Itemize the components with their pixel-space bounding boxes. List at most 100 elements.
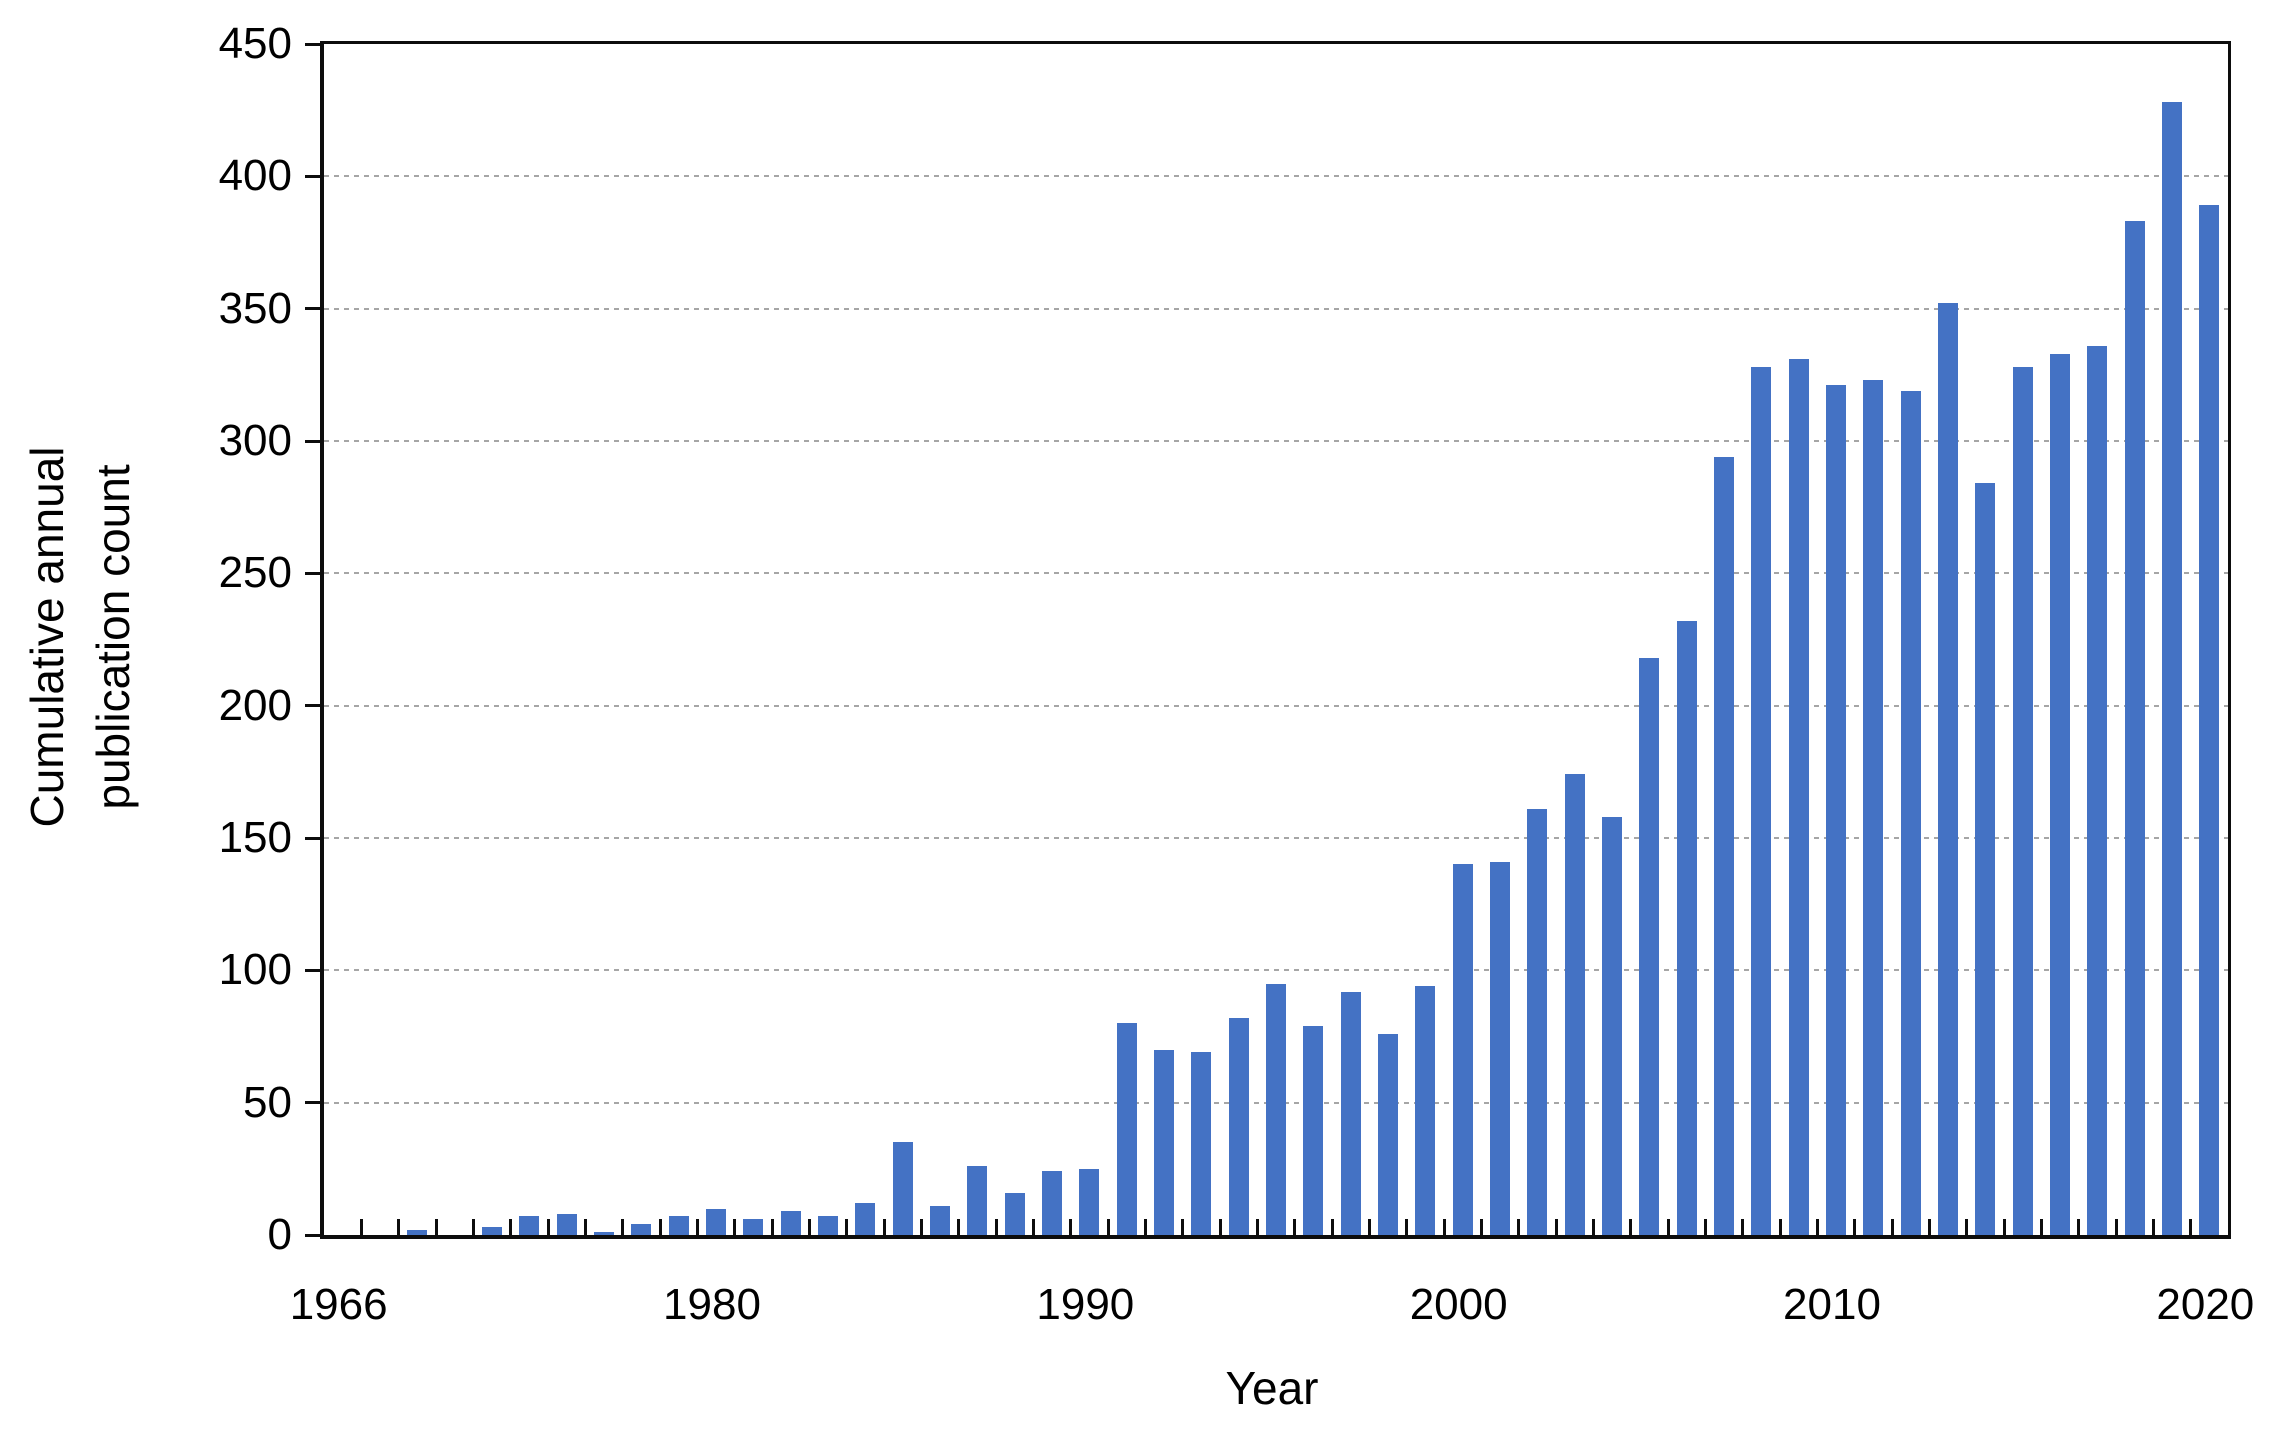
y-axis-tick-150 [305,836,320,840]
y-tick-label-250: 250 [218,548,292,598]
x-axis-tick [1442,1219,1446,1235]
bar-2003 [1564,774,1585,1235]
bar-1989 [1042,1171,1062,1235]
y-axis-title-line-2: publication count [87,464,139,810]
x-axis-tick [1405,1219,1409,1235]
x-axis-tick [1853,1219,1857,1235]
bar-2019 [2162,102,2182,1235]
y-tick-label-400: 400 [218,151,292,201]
bar-1992 [1154,1050,1174,1235]
bar-1973 [482,1227,502,1235]
bar-2011 [1863,380,1884,1235]
x-axis-tick [2002,1219,2006,1235]
x-axis-tick [2151,1219,2155,1235]
bar-1981 [743,1219,764,1235]
y-tick-label-150: 150 [218,813,292,862]
bar-2000 [1452,864,1473,1235]
bar-1977 [631,1224,652,1235]
x-axis-tick [434,1219,438,1235]
gridline-200 [324,704,2228,707]
y-tick-label-0: 0 [267,1210,292,1259]
bar-1996 [1303,1026,1324,1235]
x-axis-tick [1031,1219,1035,1235]
bar-1987 [967,1166,988,1235]
bar-2020 [2199,205,2220,1235]
bar-1995 [1266,984,1286,1235]
gridline-150 [324,837,2228,839]
gridline-300 [324,440,2228,442]
x-axis-tick [546,1219,550,1235]
gridline-250 [324,572,2228,575]
gridline-400 [324,175,2228,178]
y-tick-label-300: 300 [218,416,292,465]
gridline-350 [324,307,2228,310]
y-axis-tick-450 [305,42,320,46]
x-axis-title: Year [1225,1362,1319,1414]
bar-1991 [1116,1023,1137,1235]
x-axis-tick [994,1219,998,1235]
y-axis-tick-250 [305,571,320,575]
bar-2018 [2124,221,2145,1235]
x-tick-label-1980: 1980 [663,1280,761,1329]
bar-2007 [1714,457,1734,1235]
x-axis-tick [770,1219,774,1235]
x-axis-tick [695,1219,699,1235]
bar-2013 [1938,303,1958,1235]
x-axis-tick [1517,1219,1521,1235]
bar-1980 [706,1209,726,1235]
bar-1993 [1191,1052,1212,1235]
bar-2010 [1826,385,1846,1235]
bar-2009 [1788,359,1809,1235]
x-axis-tick [1367,1219,1371,1235]
x-axis-tick [1629,1219,1633,1235]
bar-1990 [1079,1169,1100,1235]
y-tick-label-100: 100 [218,945,292,995]
x-axis-tick [845,1219,849,1235]
x-axis-tick [882,1219,886,1235]
x-tick-label-2020: 2020 [2156,1280,2255,1329]
x-axis-tick [1927,1219,1931,1235]
x-tick-label-1990: 1990 [1036,1280,1135,1329]
x-axis-tick [1703,1219,1707,1235]
bar-1984 [855,1203,876,1235]
bar-1974 [519,1216,540,1235]
bar-2015 [2012,367,2033,1235]
bar-2005 [1639,658,1660,1235]
bar-2002 [1527,809,1548,1235]
x-axis-tick [807,1219,811,1235]
y-tick-label-200: 200 [218,680,292,730]
y-axis-tick-400 [305,174,320,178]
y-axis-tick-350 [305,307,320,311]
x-axis-tick [1255,1219,1259,1235]
x-axis-tick [957,1219,961,1235]
y-axis-tick-200 [305,704,320,708]
x-axis-tick [1143,1219,1147,1235]
x-axis-tick [658,1219,662,1235]
y-tick-label-450: 450 [218,19,292,68]
bar-2004 [1602,817,1622,1235]
bar-1978 [668,1216,689,1235]
x-tick-label-2000: 2000 [1409,1280,1508,1329]
bar-2016 [2050,354,2070,1235]
x-axis-tick [1591,1219,1595,1235]
x-axis-tick [397,1219,401,1235]
x-axis-tick [471,1219,475,1235]
x-axis-tick [1181,1219,1185,1235]
bar-1998 [1378,1034,1398,1235]
bar-1982 [780,1211,801,1235]
bar-1985 [892,1142,913,1235]
x-axis-tick [1815,1219,1819,1235]
plot-area [320,41,2231,1239]
bar-1976 [594,1232,614,1235]
bar-1986 [930,1206,950,1235]
y-axis-tick-100 [305,968,320,972]
x-axis-tick [1965,1219,1969,1235]
y-axis-tick-50 [305,1101,320,1105]
x-axis-tick [919,1219,923,1235]
bar-2006 [1676,621,1697,1235]
x-axis-tick [1330,1219,1334,1235]
x-tick-label-2010: 2010 [1783,1280,1881,1329]
bar-1994 [1228,1018,1249,1235]
bar-2014 [1975,483,1996,1235]
